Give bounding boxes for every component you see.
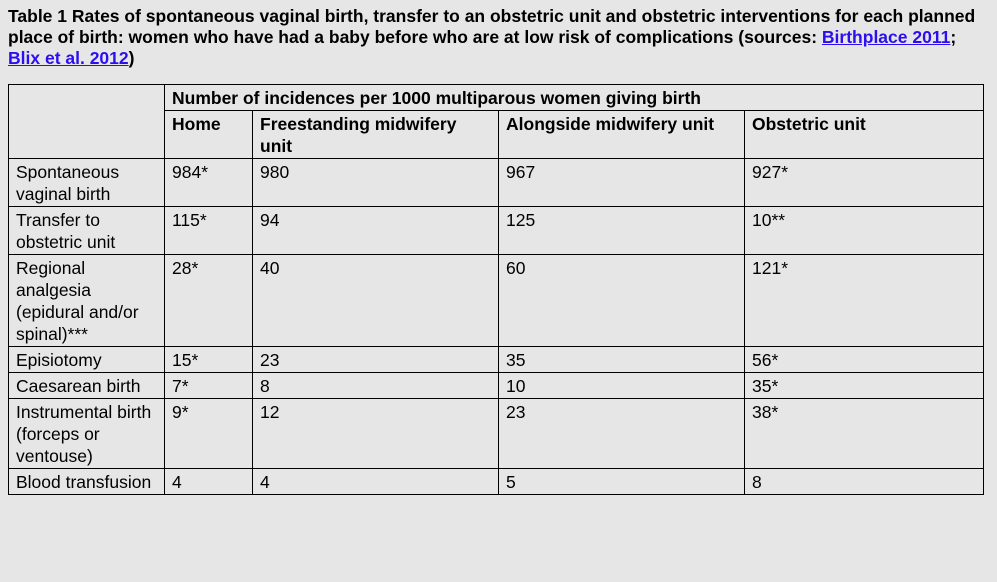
table-row: Transfer to obstetric unit 115* 94 125 10** xyxy=(8,206,984,255)
table-cell: 967 xyxy=(498,158,745,207)
table-row: Instrumental birth (forceps or ventouse)… xyxy=(8,398,984,469)
table-row: Spontaneous vaginal birth 984* 980 967 927* xyxy=(8,158,984,207)
table-cell: 125 xyxy=(498,206,745,255)
birthplace-2011-link[interactable]: Birthplace 2011 xyxy=(821,27,951,47)
table-cell: 10 xyxy=(498,372,745,399)
row-label: Transfer to obstetric unit xyxy=(8,206,165,255)
blix-2012-link[interactable]: Blix et al. 2012 xyxy=(8,48,129,68)
table-row: Regional analgesia (epidural and/or spin… xyxy=(8,254,984,347)
table-cell: 7* xyxy=(164,372,253,399)
table-cell: 15* xyxy=(164,346,253,373)
table-cell: 980 xyxy=(252,158,499,207)
table-cell: 35* xyxy=(744,372,984,399)
caption-text: Table 1 Rates of spontaneous vaginal bir… xyxy=(8,6,976,47)
table-cell: 4 xyxy=(164,468,253,495)
column-header-alongside: Alongside midwifery unit xyxy=(498,110,745,159)
table-cell: 12 xyxy=(252,398,499,469)
table-cell: 60 xyxy=(498,254,745,347)
column-header-row: Home Freestanding midwifery unit Alongsi… xyxy=(9,110,984,159)
table-cell: 94 xyxy=(252,206,499,255)
table-cell: 9* xyxy=(164,398,253,469)
row-label: Instrumental birth (forceps or ventouse) xyxy=(8,398,165,469)
table-cell: 8 xyxy=(744,468,984,495)
column-header-home: Home xyxy=(164,110,253,159)
table-cell: 121* xyxy=(744,254,984,347)
table-cell: 56* xyxy=(744,346,984,373)
table-cell: 28* xyxy=(164,254,253,347)
table-cell: 8 xyxy=(252,372,499,399)
table-cell: 115* xyxy=(164,206,253,255)
table-cell: 927* xyxy=(744,158,984,207)
birth-rates-table: Number of incidences per 1000 multiparou… xyxy=(8,84,984,495)
caption-suffix: ) xyxy=(128,48,135,68)
empty-corner-cell xyxy=(8,84,165,159)
row-label: Spontaneous vaginal birth xyxy=(8,158,165,207)
table-cell: 38* xyxy=(744,398,984,469)
row-label: Caesarean birth xyxy=(8,372,165,399)
table-cell: 984* xyxy=(164,158,253,207)
table-row: Caesarean birth 7* 8 10 35* xyxy=(8,372,984,399)
column-header-freestanding: Freestanding midwifery unit xyxy=(252,110,499,159)
group-header: Number of incidences per 1000 multiparou… xyxy=(164,84,984,111)
group-header-row: Number of incidences per 1000 multiparou… xyxy=(8,84,984,159)
table-cell: 10** xyxy=(744,206,984,255)
table-caption: Table 1 Rates of spontaneous vaginal bir… xyxy=(8,6,983,69)
caption-separator: ; xyxy=(950,27,957,47)
column-header-obstetric: Obstetric unit xyxy=(744,110,984,159)
table-cell: 23 xyxy=(498,398,745,469)
table-cell: 35 xyxy=(498,346,745,373)
row-label: Regional analgesia (epidural and/or spin… xyxy=(8,254,165,347)
table-cell: 4 xyxy=(252,468,499,495)
row-label: Blood transfusion xyxy=(8,468,165,495)
table-row: Episiotomy 15* 23 35 56* xyxy=(8,346,984,373)
table-row: Blood transfusion 4 4 5 8 xyxy=(8,468,984,495)
table-cell: 40 xyxy=(252,254,499,347)
table-cell: 5 xyxy=(498,468,745,495)
row-label: Episiotomy xyxy=(8,346,165,373)
table-cell: 23 xyxy=(252,346,499,373)
